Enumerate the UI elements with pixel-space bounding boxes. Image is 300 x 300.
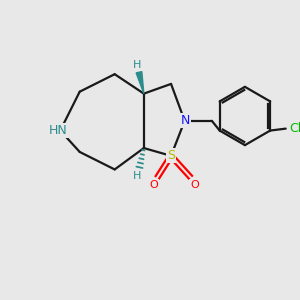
Text: O: O — [149, 180, 158, 190]
Text: Cl: Cl — [289, 122, 300, 135]
Text: N: N — [181, 114, 190, 127]
Text: HN: HN — [49, 124, 68, 137]
Text: H: H — [133, 171, 141, 181]
Polygon shape — [136, 72, 144, 94]
Text: H: H — [133, 60, 141, 70]
Text: O: O — [190, 180, 199, 190]
Text: S: S — [167, 149, 175, 162]
